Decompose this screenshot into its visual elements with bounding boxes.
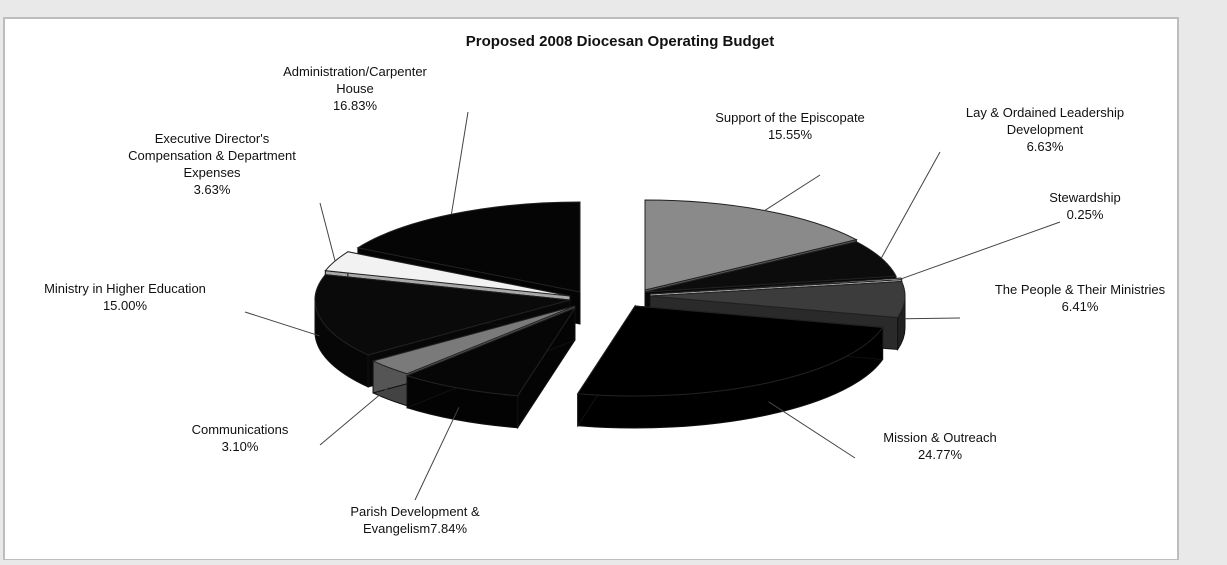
slice-label-line: 6.63% — [1027, 139, 1064, 154]
pie-slice-8 — [314, 274, 571, 356]
slice-label-3: Stewardship 0.25% — [1049, 190, 1121, 222]
leader-line-6 — [414, 407, 460, 501]
slice-label-1: Support of the Episcopate 15.55% — [715, 110, 865, 142]
chart-panel — [3, 17, 1179, 561]
pie-slice-5 — [576, 305, 884, 397]
leader-line-5 — [768, 401, 856, 459]
slice-label-line: Stewardship — [1049, 190, 1121, 205]
slice-label-line: House — [336, 81, 374, 96]
slice-label-line: 3.63% — [194, 182, 231, 197]
leader-line-3 — [901, 221, 1061, 280]
leader-line-2 — [880, 151, 941, 259]
chart-title: Proposed 2008 Diocesan Operating Budget — [466, 33, 774, 50]
slice-label-line: Ministry in Higher Education — [44, 281, 206, 296]
slice-label-line: Administration/Carpenter — [283, 64, 427, 79]
slice-label-line: Parish Development & — [350, 504, 480, 519]
slice-label-5: Mission & Outreach 24.77% — [883, 430, 996, 462]
slice-label-2: Lay & Ordained Leadership Development 6.63… — [966, 105, 1124, 154]
slice-label-line: 6.41% — [1062, 299, 1099, 314]
slice-label-line: 3.10% — [222, 439, 259, 454]
pie-slice-7 — [371, 305, 576, 375]
slice-label-line: Communications — [192, 422, 289, 437]
slice-label-10: Administration/Carpenter House 16.83% — [283, 64, 427, 113]
slice-label-line: 0.25% — [1067, 207, 1104, 222]
slice-label-line: Evangelism7.84% — [363, 521, 467, 536]
slice-label-line: Mission & Outreach — [883, 430, 996, 445]
slice-label-8: Ministry in Higher Education 15.00% — [44, 281, 206, 313]
slice-label-line: 16.83% — [333, 98, 378, 113]
slice-label-line: Executive Director's — [155, 131, 270, 146]
slice-label-line: 15.00% — [103, 298, 148, 313]
slice-tops — [314, 199, 906, 397]
slice-label-line: Expenses — [183, 165, 241, 180]
pie-slice-6 — [405, 306, 577, 397]
slice-label-line: 15.55% — [768, 127, 813, 142]
leader-lines — [244, 111, 1061, 501]
leader-line-10 — [450, 111, 469, 215]
pie-slice-4 — [649, 280, 906, 319]
slice-label-6: Parish Development & Evangelism7.84% — [350, 504, 480, 536]
slice-label-line: Lay & Ordained Leadership — [966, 105, 1124, 120]
leader-line-1 — [764, 174, 821, 211]
leader-line-4 — [904, 317, 961, 320]
slice-label-line: Compensation & Department — [128, 148, 296, 163]
pie-slice-9 — [324, 251, 571, 297]
slice-label-4: The People & Their Ministries 6.41% — [995, 282, 1166, 314]
pie-slice-10 — [356, 201, 581, 293]
slice-label-line: The People & Their Ministries — [995, 282, 1166, 297]
pie-slice-3 — [649, 277, 903, 295]
slice-label-7: Communications 3.10% — [192, 422, 289, 454]
leader-line-7 — [319, 386, 390, 446]
slice-labels: Support of the Episcopate 15.55% Lay & Ord… — [44, 64, 1166, 536]
leader-line-8 — [244, 311, 320, 337]
pie-slice-1 — [644, 199, 858, 291]
slice-label-line: Development — [1007, 122, 1084, 137]
leader-line-9 — [319, 202, 336, 262]
slice-label-9: Executive Director's Compensation & Depar… — [128, 131, 296, 197]
slice-label-line: Support of the Episcopate — [715, 110, 865, 125]
slice-label-line: 24.77% — [918, 447, 963, 462]
